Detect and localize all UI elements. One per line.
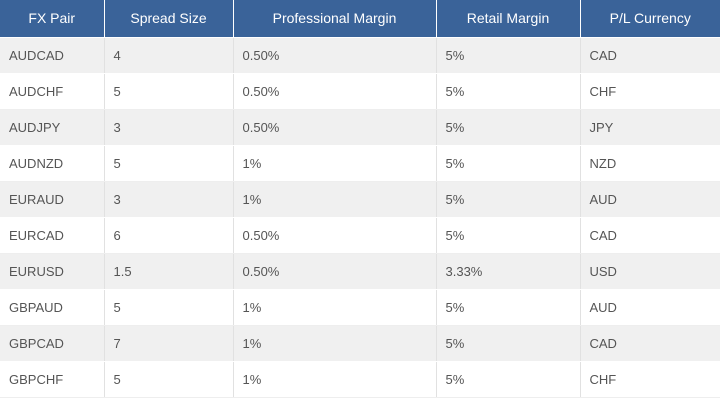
cell-fx-pair: AUDJPY	[0, 109, 105, 146]
cell-retail-margin: 5%	[436, 361, 581, 398]
cell-professional-margin: 0.50%	[233, 73, 437, 110]
cell-professional-margin: 0.50%	[233, 217, 437, 254]
table-row: GBPCHF 5 1% 5% CHF	[0, 361, 720, 398]
cell-retail-margin: 5%	[436, 145, 581, 182]
header-retail-margin: Retail Margin	[436, 0, 581, 38]
cell-pl-currency: JPY	[580, 109, 720, 146]
header-spread-size: Spread Size	[104, 0, 234, 38]
cell-fx-pair: EURCAD	[0, 217, 105, 254]
cell-pl-currency: AUD	[580, 181, 720, 218]
table-header: FX Pair Spread Size Professional Margin …	[0, 0, 720, 38]
cell-retail-margin: 5%	[436, 289, 581, 326]
header-fx-pair: FX Pair	[0, 0, 105, 38]
cell-fx-pair: AUDCAD	[0, 37, 105, 74]
cell-pl-currency: CHF	[580, 73, 720, 110]
cell-retail-margin: 5%	[436, 217, 581, 254]
cell-spread-size: 6	[104, 217, 234, 254]
cell-fx-pair: GBPCHF	[0, 361, 105, 398]
table-row: AUDJPY 3 0.50% 5% JPY	[0, 109, 720, 146]
cell-professional-margin: 1%	[233, 181, 437, 218]
cell-fx-pair: AUDCHF	[0, 73, 105, 110]
cell-spread-size: 3	[104, 181, 234, 218]
cell-professional-margin: 1%	[233, 289, 437, 326]
table-body: AUDCAD 4 0.50% 5% CAD AUDCHF 5 0.50% 5% CHF AUDJPY…	[0, 37, 720, 398]
cell-fx-pair: AUDNZD	[0, 145, 105, 182]
cell-pl-currency: CAD	[580, 325, 720, 362]
cell-pl-currency: CAD	[580, 217, 720, 254]
cell-professional-margin: 1%	[233, 325, 437, 362]
cell-retail-margin: 5%	[436, 37, 581, 74]
cell-pl-currency: AUD	[580, 289, 720, 326]
cell-fx-pair: EURAUD	[0, 181, 105, 218]
cell-retail-margin: 5%	[436, 181, 581, 218]
table-row: EURAUD 3 1% 5% AUD	[0, 181, 720, 218]
cell-spread-size: 7	[104, 325, 234, 362]
cell-retail-margin: 5%	[436, 73, 581, 110]
table-row: EURCAD 6 0.50% 5% CAD	[0, 217, 720, 254]
table-row: AUDNZD 5 1% 5% NZD	[0, 145, 720, 182]
cell-professional-margin: 1%	[233, 361, 437, 398]
table-row: EURUSD 1.5 0.50% 3.33% USD	[0, 253, 720, 290]
cell-retail-margin: 3.33%	[436, 253, 581, 290]
cell-pl-currency: CAD	[580, 37, 720, 74]
cell-professional-margin: 0.50%	[233, 37, 437, 74]
cell-retail-margin: 5%	[436, 325, 581, 362]
cell-pl-currency: CHF	[580, 361, 720, 398]
header-professional-margin: Professional Margin	[233, 0, 437, 38]
cell-fx-pair: EURUSD	[0, 253, 105, 290]
cell-fx-pair: GBPAUD	[0, 289, 105, 326]
table-row: AUDCAD 4 0.50% 5% CAD	[0, 37, 720, 74]
cell-pl-currency: USD	[580, 253, 720, 290]
cell-pl-currency: NZD	[580, 145, 720, 182]
header-row: FX Pair Spread Size Professional Margin …	[0, 0, 720, 38]
cell-retail-margin: 5%	[436, 109, 581, 146]
cell-professional-margin: 1%	[233, 145, 437, 182]
cell-spread-size: 5	[104, 289, 234, 326]
table-row: GBPCAD 7 1% 5% CAD	[0, 325, 720, 362]
cell-spread-size: 3	[104, 109, 234, 146]
cell-spread-size: 1.5	[104, 253, 234, 290]
cell-professional-margin: 0.50%	[233, 109, 437, 146]
header-pl-currency: P/L Currency	[580, 0, 720, 38]
cell-spread-size: 5	[104, 73, 234, 110]
table-row: GBPAUD 5 1% 5% AUD	[0, 289, 720, 326]
cell-professional-margin: 0.50%	[233, 253, 437, 290]
cell-spread-size: 5	[104, 361, 234, 398]
table-row: AUDCHF 5 0.50% 5% CHF	[0, 73, 720, 110]
cell-spread-size: 5	[104, 145, 234, 182]
cell-fx-pair: GBPCAD	[0, 325, 105, 362]
cell-spread-size: 4	[104, 37, 234, 74]
